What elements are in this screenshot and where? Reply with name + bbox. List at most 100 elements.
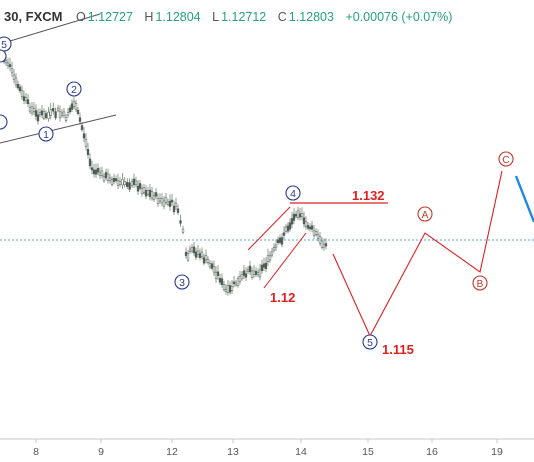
svg-text:A: A	[422, 210, 429, 221]
close-key: C	[277, 10, 287, 24]
candle-body	[18, 86, 22, 92]
candle-body	[108, 177, 112, 182]
wave-label-5-projected: 5	[362, 334, 378, 350]
wave-label-A: A	[417, 206, 433, 222]
candle-body	[168, 200, 172, 207]
candle-body	[66, 112, 70, 116]
open-key: O	[76, 10, 86, 24]
candle-body	[320, 240, 324, 248]
x-tick-label: 15	[362, 446, 374, 458]
candle-body	[198, 253, 202, 258]
candle-body	[16, 84, 20, 89]
candle-body	[146, 190, 150, 195]
candle-body	[234, 282, 238, 286]
candle-body	[28, 107, 32, 112]
x-tick-label: 16	[426, 446, 438, 458]
candle-body	[112, 178, 116, 182]
candle-body	[181, 228, 185, 233]
candle-body	[224, 289, 228, 292]
candle-body	[228, 285, 232, 293]
candle-body	[190, 247, 194, 252]
candle-body	[244, 273, 248, 278]
candle-body	[4, 60, 8, 64]
candle-body	[196, 250, 200, 255]
wave-label-3: 3	[174, 274, 190, 290]
candle-body	[70, 103, 74, 110]
candle-body	[282, 232, 286, 236]
candle-body	[160, 198, 164, 204]
candle-body	[24, 97, 28, 102]
candle-body	[94, 169, 98, 175]
svg-text:3: 3	[179, 277, 185, 289]
candle-body	[40, 110, 44, 116]
candle-body	[322, 244, 326, 248]
candle-body	[268, 255, 272, 261]
candle-body	[36, 114, 40, 122]
x-axis-ticks: 8 9 12 13 14 15 16 19	[33, 439, 503, 458]
candle-body	[306, 225, 310, 229]
candle-body	[288, 222, 292, 230]
candle-body	[34, 110, 38, 117]
candle-body	[38, 112, 42, 116]
candle-body	[144, 190, 148, 197]
candle-body	[20, 90, 24, 98]
candle-body	[208, 263, 212, 268]
candle-body	[162, 200, 166, 207]
open-value: 1.12727	[87, 10, 133, 24]
candle-body	[8, 64, 12, 68]
candle-body	[6, 62, 10, 67]
candle-body	[98, 172, 102, 176]
candle-body	[134, 180, 138, 186]
candle-body	[42, 111, 46, 119]
svg-text:C: C	[502, 155, 509, 166]
ohlc-header: 30, FXCM O 1.12727 H 1.12804 L 1.12712 C 1.1…	[4, 9, 452, 24]
candle-body	[248, 265, 252, 273]
candle-body	[308, 226, 312, 230]
candle-body	[62, 111, 66, 116]
candle-body	[258, 269, 262, 278]
high-value: 1.12804	[155, 10, 201, 24]
candle-body	[214, 272, 218, 280]
candle-body	[296, 210, 300, 219]
candle-body	[60, 112, 64, 116]
low-key: L	[212, 10, 220, 24]
candle-body	[172, 205, 176, 213]
candle-body	[78, 117, 82, 122]
candle-body	[80, 125, 84, 130]
candle-body	[22, 96, 26, 101]
candle-body	[316, 234, 320, 239]
wave-label-5-top: 5	[0, 36, 12, 52]
candle-body	[220, 278, 224, 285]
wave-label-2: 2	[66, 81, 82, 97]
wave4-channel-lower	[263, 232, 307, 289]
candle-body	[32, 107, 36, 112]
wave-label-1: 1	[38, 126, 54, 142]
candle-body	[254, 271, 258, 275]
candle-body	[278, 237, 282, 243]
candle-body	[152, 195, 156, 200]
candle-body	[318, 236, 322, 244]
x-tick-label: 9	[98, 446, 104, 458]
candle-body	[194, 251, 198, 258]
candle-body	[302, 217, 306, 225]
candle-body	[210, 263, 214, 269]
candle-body	[246, 269, 250, 273]
candle-body	[274, 244, 278, 248]
candle-body	[212, 266, 216, 273]
svg-text:B: B	[477, 279, 484, 290]
candle-body	[49, 109, 52, 116]
candle-body	[206, 259, 210, 264]
candle-body	[188, 248, 192, 252]
level-label-1115: 1.115	[382, 342, 414, 357]
candle-body	[270, 251, 274, 256]
candle-body	[266, 255, 270, 262]
candle-body	[292, 213, 296, 221]
svg-text:5: 5	[1, 39, 7, 51]
candle-body	[262, 263, 266, 268]
candle-body	[88, 158, 92, 167]
candle-body	[314, 231, 318, 235]
candle-body	[100, 170, 104, 176]
candle-body	[216, 271, 220, 276]
candle-body	[114, 178, 118, 181]
